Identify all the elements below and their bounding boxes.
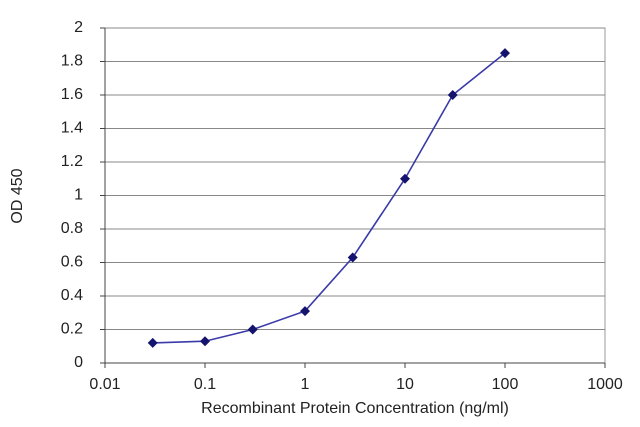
data-point bbox=[247, 324, 258, 335]
y-tick-label: 0.2 bbox=[61, 321, 83, 338]
y-tick-label: 0.8 bbox=[61, 220, 83, 237]
x-tick-label: 1000 bbox=[587, 376, 623, 393]
y-tick-label: 0.6 bbox=[61, 254, 83, 271]
y-tick-label: 0 bbox=[74, 354, 83, 371]
y-tick-label: 1.8 bbox=[61, 53, 83, 70]
data-point bbox=[447, 90, 458, 100]
y-tick-label: 1.4 bbox=[61, 120, 83, 137]
y-tick-label: 1.2 bbox=[61, 153, 83, 170]
data-line bbox=[152, 52, 506, 344]
y-tick-label: 2 bbox=[74, 19, 83, 36]
x-tick-label: 1 bbox=[301, 376, 310, 393]
data-point bbox=[300, 306, 310, 317]
x-tick-label: 10 bbox=[396, 376, 414, 393]
x-axis-label: Recombinant Protein Concentration (ng/ml… bbox=[201, 400, 509, 417]
y-axis-label: OD 450 bbox=[9, 168, 26, 223]
x-tick-label: 0.1 bbox=[194, 376, 216, 393]
data-point bbox=[347, 252, 358, 263]
y-tick-label: 1.6 bbox=[61, 86, 83, 103]
x-tick-label: 0.01 bbox=[89, 376, 120, 393]
data-point bbox=[200, 336, 210, 347]
data-point bbox=[400, 173, 410, 184]
x-tick-label: 100 bbox=[492, 376, 519, 393]
data-point bbox=[147, 337, 158, 348]
data-point bbox=[500, 48, 510, 59]
y-tick-label: 0.4 bbox=[61, 287, 83, 304]
y-tick-label: 1 bbox=[74, 187, 83, 204]
